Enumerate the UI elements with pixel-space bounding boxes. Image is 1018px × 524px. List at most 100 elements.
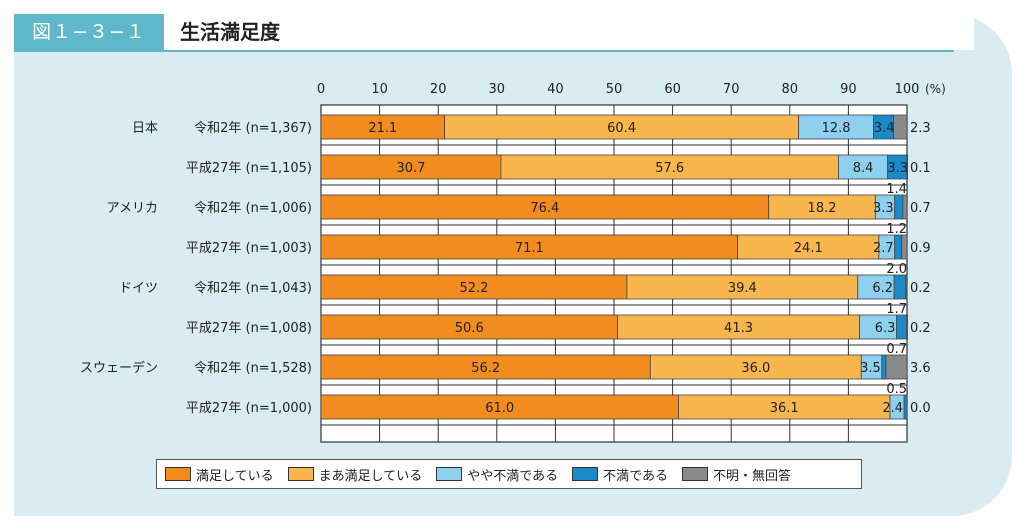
row-label: 令和2年 (n=1,528)	[194, 361, 312, 376]
x-tick-label: 50	[606, 82, 623, 97]
data-label: 6.2	[872, 281, 893, 296]
data-label: 21.1	[368, 121, 397, 136]
data-label: 61.0	[485, 401, 514, 416]
data-label: 24.1	[794, 241, 823, 256]
x-tick-label: 80	[782, 82, 799, 97]
data-label: 1.4	[886, 182, 907, 197]
data-label: 52.2	[459, 281, 488, 296]
plot-frame	[320, 104, 908, 443]
bar-segment	[320, 394, 679, 420]
bar-segment	[320, 354, 651, 380]
row-label: 平成27年 (n=1,003)	[186, 241, 312, 256]
country-label: 日本	[132, 121, 158, 136]
country-label: アメリカ	[107, 201, 158, 216]
bar-segment	[838, 154, 889, 180]
bar-segment	[617, 314, 860, 340]
legend-swatch	[287, 467, 314, 481]
legend-item: 不明・無回答	[682, 465, 791, 484]
data-label: 0.0	[910, 401, 931, 416]
bar-segment	[320, 154, 502, 180]
bar-segment	[444, 114, 799, 140]
bar-segment	[894, 194, 904, 220]
legend-swatch	[165, 467, 191, 481]
bar-segment	[885, 354, 908, 380]
figure-label: 図１−３−１	[14, 14, 164, 50]
x-tick-label: 20	[430, 82, 447, 97]
x-tick-label: 10	[371, 82, 388, 97]
header-band	[14, 14, 974, 50]
bar-segment	[893, 114, 908, 140]
bar-segment	[906, 154, 908, 180]
row-label: 平成27年 (n=1,105)	[186, 161, 312, 176]
bar-segment	[768, 194, 876, 220]
bar-segment	[905, 274, 908, 300]
data-label: 3.4	[874, 121, 895, 136]
data-label: 0.9	[910, 241, 931, 256]
bar-segment	[893, 274, 907, 300]
data-label: 8.4	[853, 161, 874, 176]
data-label: 36.0	[741, 361, 770, 376]
bar-segment	[500, 154, 839, 180]
legend-label: やや不満である	[467, 468, 559, 484]
data-label: 3.5	[860, 361, 881, 376]
legend-item: やや不満である	[436, 465, 558, 484]
legend-label: 不明・無回答	[713, 468, 792, 484]
bar-segment	[902, 194, 908, 220]
x-tick-label: 40	[547, 82, 564, 97]
x-tick-label: 30	[489, 82, 506, 97]
bar-segment	[859, 314, 897, 340]
x-tick-label: 100	[895, 82, 920, 97]
data-label: 0.2	[910, 321, 931, 336]
legend-item: まあ満足している	[287, 465, 423, 484]
bar-segment	[320, 194, 770, 220]
data-label: 56.2	[471, 361, 500, 376]
x-tick-label: 60	[664, 82, 681, 97]
legend-swatch	[572, 467, 599, 481]
data-label: 76.4	[530, 201, 559, 216]
data-label: 36.1	[770, 401, 799, 416]
country-label: スウェーデン	[80, 360, 158, 376]
data-label: 18.2	[808, 201, 837, 216]
row-label: 令和2年 (n=1,367)	[194, 121, 312, 136]
data-label: 50.6	[455, 321, 484, 336]
bar-segment	[896, 314, 907, 340]
data-label: 0.7	[910, 201, 931, 216]
data-label: 0.1	[910, 161, 931, 176]
data-label: 3.6	[910, 361, 931, 376]
data-label: 2.0	[886, 262, 907, 277]
data-label: 30.7	[396, 161, 425, 176]
bar-segment	[906, 314, 908, 340]
bar-segment	[857, 274, 895, 300]
bar-segment	[901, 234, 908, 260]
bar-segment	[903, 394, 908, 420]
figure-title: 生活満足度	[180, 20, 280, 44]
data-label: 57.6	[655, 161, 684, 176]
data-label: 6.3	[875, 321, 896, 336]
data-label: 2.3	[910, 121, 931, 136]
row-label: 平成27年 (n=1,000)	[186, 401, 312, 416]
data-label: 71.1	[515, 241, 544, 256]
data-label: 60.4	[607, 121, 636, 136]
row-label: 令和2年 (n=1,043)	[194, 281, 312, 296]
data-label: 2.4	[882, 401, 903, 416]
data-label: 1.2	[886, 222, 907, 237]
row-label: 令和2年 (n=1,006)	[194, 201, 312, 216]
legend: 満足している まあ満足している やや不満である 不満である 不明・無回答	[156, 459, 862, 489]
data-label: 12.8	[822, 121, 851, 136]
x-tick-label: 90	[840, 82, 857, 97]
x-unit-label: (%)	[925, 82, 946, 96]
bar-segment	[894, 234, 903, 260]
bar-segment	[737, 234, 880, 260]
data-label: 39.4	[728, 281, 757, 296]
legend-label: まあ満足している	[318, 468, 423, 484]
row-label: 平成27年 (n=1,008)	[186, 321, 312, 336]
data-label: 0.2	[910, 281, 931, 296]
bar-segment	[320, 274, 628, 300]
legend-swatch	[682, 467, 708, 481]
country-label: ドイツ	[119, 281, 158, 296]
legend-label: 満足している	[196, 468, 274, 484]
data-label: 3.3	[887, 161, 908, 176]
bar-segment	[881, 354, 887, 380]
x-tick-label: 0	[317, 82, 325, 97]
